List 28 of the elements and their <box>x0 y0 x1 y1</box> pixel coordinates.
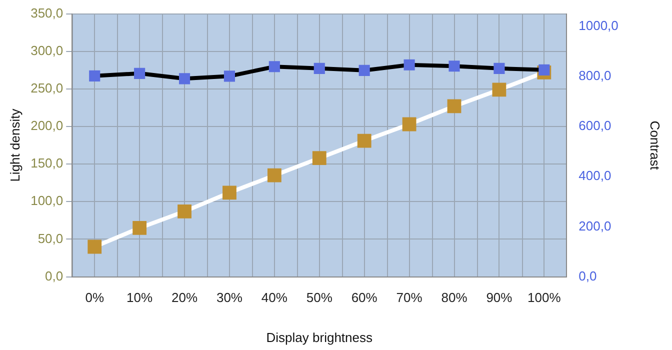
y2-tick-label: 1000,0 <box>578 18 618 33</box>
y-tick-label: 50,0 <box>38 230 64 246</box>
x-tick-label: 10% <box>126 290 154 306</box>
y-tick-label: 150,0 <box>30 156 64 171</box>
x-tick-label: 100% <box>528 290 562 306</box>
y2-tick-label: 800,0 <box>578 68 612 83</box>
x-tick-label: 50% <box>306 290 333 306</box>
x-tick-label: 30% <box>216 290 243 306</box>
x-axis-title: Display brightness <box>266 330 373 345</box>
y2-tick-label: 400,0 <box>578 168 612 184</box>
y-tick-label: 0,0 <box>45 268 64 284</box>
x-tick-label: 20% <box>172 290 198 306</box>
x-tick-label: 80% <box>441 290 468 306</box>
y2-axis-title: Contrast <box>648 120 663 170</box>
x-tick-label: 0% <box>85 290 104 306</box>
x-tick-label: 70% <box>396 290 423 306</box>
y-tick-label: 300,0 <box>30 42 64 58</box>
y-tick-label: 100,0 <box>30 193 64 208</box>
y-tick-label: 250,0 <box>30 80 64 96</box>
y-tick-label: 350,0 <box>30 5 64 20</box>
y-axis-title: Light density <box>7 108 22 182</box>
x-tick-label: 60% <box>351 290 378 306</box>
y2-tick-label: 0,0 <box>578 268 597 284</box>
y2-tick-label: 600,0 <box>578 118 612 134</box>
y-tick-label: 200,0 <box>30 118 64 134</box>
x-tick-label: 90% <box>486 290 513 306</box>
y2-tick-label: 200,0 <box>578 218 612 234</box>
x-tick-label: 40% <box>261 290 288 306</box>
